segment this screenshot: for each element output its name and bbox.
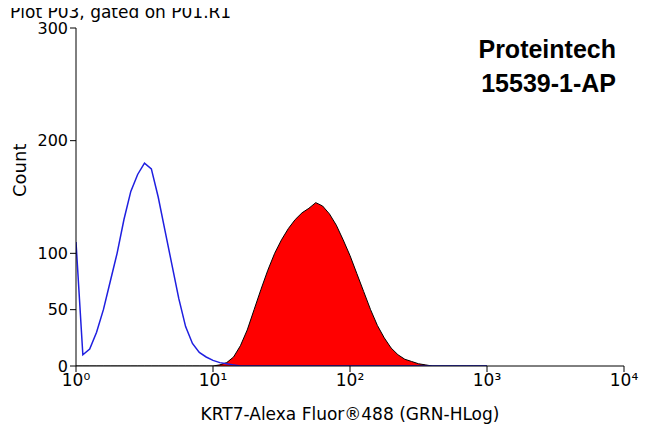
html-text:Plot P03, gated on P01.R1: Plot P03, gated on P01.R1 [10, 2, 232, 22]
svg-text:10²: 10² [336, 370, 364, 390]
svg-text:10¹: 10¹ [199, 370, 227, 390]
svg-text:10⁴: 10⁴ [610, 370, 639, 390]
svg-text:Count: Count [9, 144, 30, 197]
svg-text:50: 50 [48, 300, 68, 319]
svg-text:300: 300 [37, 19, 68, 38]
svg-text:10⁰: 10⁰ [61, 370, 91, 391]
svg-text:KRT7-Alexa Fluor®488 (GRN-HLog: KRT7-Alexa Fluor®488 (GRN-HLog) [201, 404, 500, 424]
svg-text:100: 100 [37, 244, 68, 263]
svg-text:200: 200 [37, 131, 68, 150]
html-text:15539-1-AP: 15539-1-AP [481, 69, 616, 97]
html-text:Proteintech: Proteintech [478, 35, 616, 63]
svg-text:10³: 10³ [473, 370, 501, 390]
svg-text:0: 0 [58, 357, 68, 376]
